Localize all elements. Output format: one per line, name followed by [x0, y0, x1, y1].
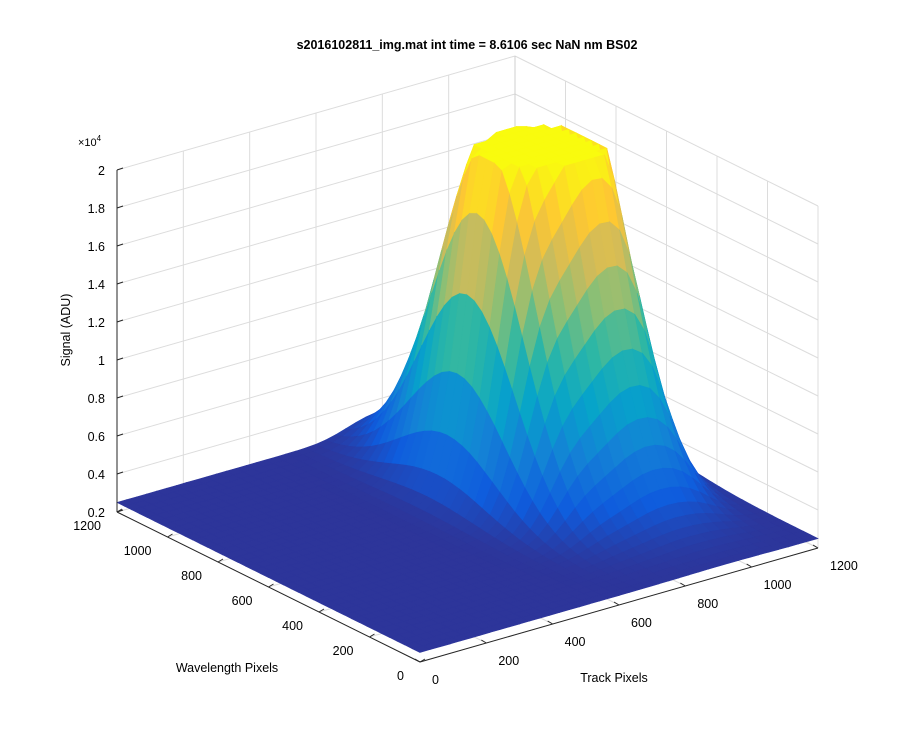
- x-tick-mark: [746, 563, 752, 568]
- z-tick-mark: [116, 509, 124, 513]
- x-tick-mark: [547, 620, 553, 625]
- y-tick-mark: [369, 633, 375, 638]
- z-axis-label: Signal (ADU): [59, 294, 73, 367]
- y-tick-mark: [419, 658, 426, 663]
- y-tick-mark: [318, 608, 325, 613]
- z-tick-mark: [116, 471, 124, 475]
- x-tick-label: 200: [498, 654, 519, 668]
- x-tick-mark: [613, 601, 620, 606]
- x-tick-label: 0: [432, 673, 439, 687]
- z-tick-mark: [116, 319, 124, 323]
- y-tick-mark: [167, 533, 173, 538]
- x-tick-label: 1200: [830, 559, 858, 573]
- z-tick-label: 0.4: [88, 468, 105, 482]
- z-tick-label: 0.6: [88, 430, 105, 444]
- x-axis-label: Track Pixels: [580, 671, 648, 685]
- y-tick-label: 0: [397, 669, 404, 683]
- y-tick-label: 800: [181, 569, 202, 583]
- x-tick-label: 800: [697, 597, 718, 611]
- z-tick-mark: [116, 167, 124, 171]
- z-tick-label: 1.8: [88, 202, 105, 216]
- y-tick-label: 200: [333, 644, 354, 658]
- z-tick-mark: [116, 357, 124, 361]
- x-tick-label: 1000: [764, 578, 792, 592]
- tick-labels: 0200400600800100012000200400600800100012…: [73, 164, 858, 687]
- y-tick-mark: [217, 558, 224, 563]
- x-tick-mark: [812, 544, 819, 549]
- y-tick-label: 400: [282, 619, 303, 633]
- z-tick-mark: [116, 395, 124, 399]
- z-tick-label: 1.2: [88, 316, 105, 330]
- x-tick-mark: [414, 658, 421, 663]
- z-tick-label: 0.2: [88, 506, 105, 520]
- z-tick-label: 2: [98, 164, 105, 178]
- surface-layer: [116, 123, 819, 653]
- z-tick-label: 1.6: [88, 240, 105, 254]
- z-tick-mark: [116, 205, 124, 209]
- y-axis-label: Wavelength Pixels: [176, 661, 278, 675]
- surface-patch: [799, 534, 819, 542]
- z-tick-label: 1.4: [88, 278, 105, 292]
- z-exponent-label: ×104: [78, 134, 102, 149]
- z-tick-mark: [116, 433, 124, 437]
- x-tick-mark: [680, 582, 686, 587]
- z-tick-mark: [116, 281, 124, 285]
- x-tick-label: 600: [631, 616, 652, 630]
- y-tick-label: 1000: [124, 544, 152, 558]
- axes-layer: [116, 167, 819, 663]
- z-tick-mark: [116, 243, 124, 247]
- z-tick-label: 0.8: [88, 392, 105, 406]
- z-tick-label: 1: [98, 354, 105, 368]
- y-tick-label: 1200: [73, 519, 101, 533]
- x-tick-label: 400: [565, 635, 586, 649]
- x-tick-mark: [481, 639, 487, 644]
- chart-title: s2016102811_img.mat int time = 8.6106 se…: [297, 38, 638, 52]
- y-tick-mark: [268, 583, 274, 588]
- y-tick-label: 600: [232, 594, 253, 608]
